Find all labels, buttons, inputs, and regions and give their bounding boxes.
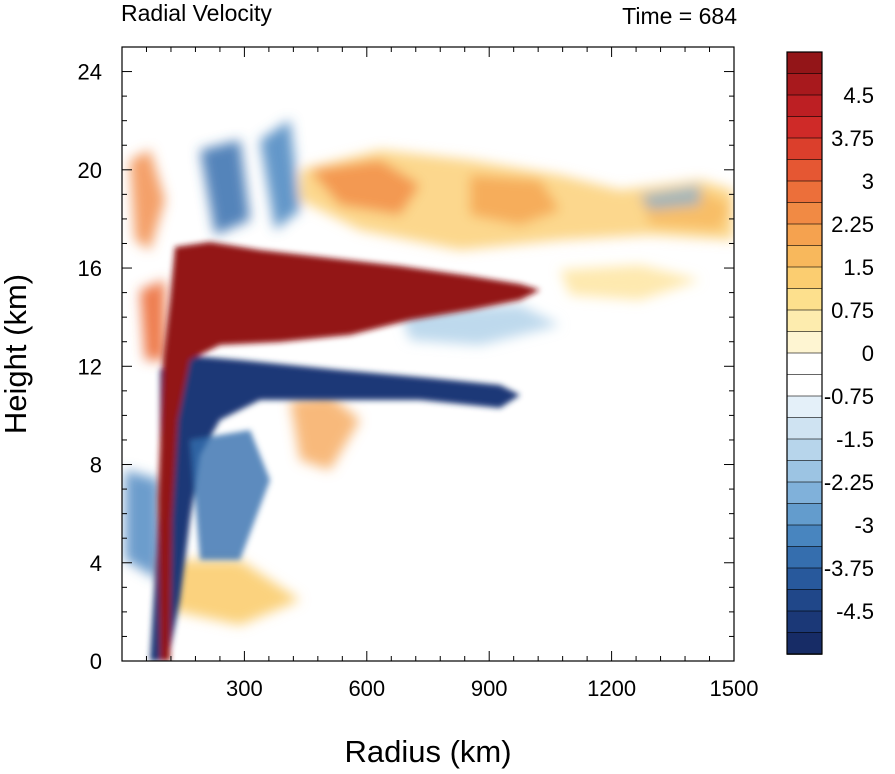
- colorbar-bin: [786, 610, 823, 634]
- plot-frame: [121, 46, 735, 662]
- colorbar-bin: [786, 331, 823, 354]
- colorbar-bin: [786, 223, 823, 247]
- y-tick-label: 20: [78, 158, 102, 183]
- y-tick-label: 4: [90, 551, 102, 576]
- colorbar-label: 3.75: [831, 126, 874, 151]
- field-washes: [125, 120, 734, 625]
- colorbar-bin: [786, 546, 823, 569]
- colorbar-bin: [786, 51, 823, 75]
- colorbar-bin: [786, 202, 823, 225]
- axis-ticks: [122, 46, 735, 662]
- colorbar-bin: [786, 395, 823, 419]
- colorbar-frame: [786, 51, 823, 655]
- colorbar-bin: [786, 309, 823, 333]
- x-tick-label: 900: [471, 676, 508, 701]
- chart-title: Radial Velocity: [121, 0, 272, 26]
- y-tick-label: 8: [90, 453, 102, 478]
- colorbar-label: -1.5: [836, 427, 874, 452]
- colorbar-bin: [786, 159, 823, 182]
- colorbar-bin: [786, 137, 823, 161]
- colorbar-label: 4.5: [843, 83, 874, 108]
- colorbar-label: 2.25: [831, 212, 874, 237]
- colorbar-label: -3.75: [824, 556, 874, 581]
- y-axis-label: Height (km): [0, 274, 33, 434]
- colorbar-label: 3: [862, 169, 874, 194]
- colorbar-label: 1.5: [843, 255, 874, 280]
- colorbar-bin: [786, 374, 823, 397]
- colorbar-bin: [786, 116, 823, 139]
- x-tick-label: 1200: [587, 676, 636, 701]
- x-tick-label: 300: [226, 676, 263, 701]
- y-tick-label: 24: [78, 60, 102, 85]
- heatmap-field: [122, 47, 734, 661]
- colorbar-bin: [786, 524, 823, 548]
- colorbar-label: -4.5: [836, 599, 874, 624]
- axis-tick-labels: 300 600 900 1200 1500 0 4 8 12 16 20 24: [78, 60, 759, 701]
- colorbar-bin: [786, 288, 823, 311]
- colorbar-label: -2.25: [824, 470, 874, 495]
- colorbar-bin: [786, 417, 823, 440]
- colorbar-bin: [786, 73, 823, 96]
- colorbar-bin: [786, 589, 823, 612]
- colorbar-label: -3: [854, 513, 874, 538]
- colorbar-bin: [786, 567, 823, 591]
- colorbar-bin: [786, 245, 823, 268]
- colorbar-bin: [786, 180, 823, 204]
- y-tick-label: 0: [90, 649, 102, 674]
- colorbar-bin: [786, 94, 823, 118]
- colorbar-bin: [786, 352, 823, 376]
- colorbar-label: 0: [862, 341, 874, 366]
- y-tick-label: 16: [78, 256, 102, 281]
- colorbar-bin: [786, 266, 823, 290]
- colorbar-label: 0.75: [831, 298, 874, 323]
- colorbar-bin: [786, 632, 823, 655]
- x-axis-label: Radius (km): [344, 734, 511, 769]
- colorbar-bin: [786, 438, 823, 462]
- colorbar: 4.5 3.75 3 2.25 1.5 0.75 0 -0.75 -1.5 -2.25 -3 -3.7…: [786, 51, 874, 655]
- x-tick-label: 600: [348, 676, 385, 701]
- colorbar-bin: [786, 503, 823, 526]
- colorbar-bin: [786, 460, 823, 483]
- y-tick-label: 12: [78, 354, 102, 379]
- colorbar-label: -0.75: [824, 384, 874, 409]
- colorbar-bin: [786, 481, 823, 505]
- field-cores: [150, 242, 540, 661]
- chart-subtitle: Time = 684: [622, 3, 737, 29]
- x-tick-label: 1500: [710, 676, 759, 701]
